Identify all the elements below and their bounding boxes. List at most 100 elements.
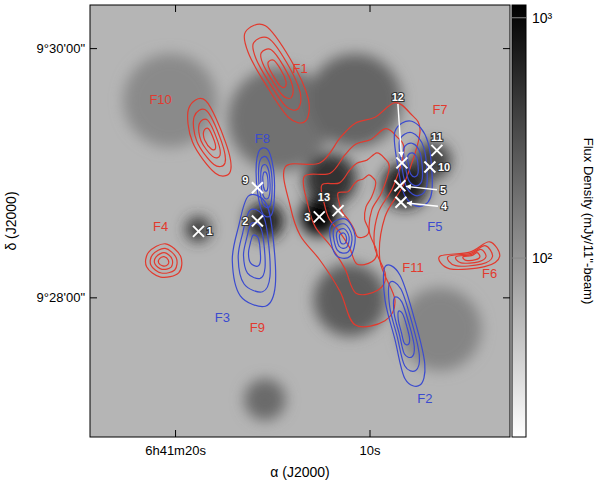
contour-inner — [263, 172, 268, 191]
cross-stroke — [395, 197, 406, 208]
contour — [383, 265, 425, 386]
contour-inner — [150, 248, 177, 273]
contour-inner — [248, 235, 260, 266]
contour-inner — [389, 282, 420, 372]
feature-label: F1 — [293, 61, 308, 76]
cross-stroke — [252, 216, 263, 227]
contour-inner — [303, 129, 404, 295]
colorbar-tick-label: 10³ — [532, 10, 553, 26]
cross-stroke — [395, 197, 406, 208]
cross-stroke — [424, 162, 435, 173]
colorbar — [512, 5, 526, 437]
source-label: 4 — [441, 200, 448, 212]
contour — [439, 242, 500, 270]
feature-label: F8 — [255, 131, 270, 146]
cross-stroke — [394, 180, 405, 191]
feature-label: F9 — [250, 320, 265, 335]
feature-label: F5 — [427, 219, 442, 234]
source-label: 13 — [318, 191, 330, 203]
source-marker — [314, 211, 325, 222]
cross-stroke — [394, 180, 405, 191]
contour-inner — [261, 49, 294, 98]
cross-stroke — [396, 157, 407, 168]
cross-stroke — [431, 145, 442, 156]
x-tick-label: 10s — [360, 443, 381, 458]
source-marker — [395, 197, 406, 208]
contour-inner — [339, 233, 346, 244]
y-tick — [90, 48, 97, 49]
cross-stroke — [396, 157, 407, 168]
source-label: 3 — [304, 211, 310, 223]
colorbar-tick — [512, 17, 526, 18]
y-tick-label: 9°30'00" — [37, 41, 86, 56]
cross-stroke — [252, 182, 263, 193]
feature-label: F4 — [153, 219, 168, 234]
contour-inner — [243, 223, 265, 279]
sources — [193, 145, 442, 237]
contour-inner — [238, 209, 270, 292]
contour-inner — [193, 109, 225, 166]
contour-inner — [408, 153, 419, 177]
feature-label: F2 — [417, 391, 432, 406]
contour — [284, 103, 421, 327]
cross-stroke — [424, 162, 435, 173]
leader-arrow — [398, 152, 404, 157]
source-label: 9 — [242, 174, 248, 186]
contour-inner — [463, 253, 480, 261]
source-label: 10 — [438, 161, 450, 173]
contour-inner — [336, 229, 349, 249]
contour-inner — [154, 253, 172, 270]
x-tick-label: 6h41m20s — [145, 443, 206, 458]
x-tick — [175, 430, 176, 437]
y-tick-label: 9°28'00" — [37, 290, 86, 305]
cross-stroke — [333, 205, 344, 216]
y-tick — [90, 297, 97, 298]
colorbar-title: Flux Density (mJy/11''-beam) — [581, 138, 596, 305]
source-marker — [394, 180, 405, 191]
x-tick — [370, 430, 371, 437]
source-label: 1 — [207, 225, 213, 237]
colorbar-tick-label: 10² — [532, 250, 553, 266]
contour-inner — [203, 128, 215, 150]
contour-inner — [403, 143, 422, 186]
cross-stroke — [431, 145, 442, 156]
x-tick — [370, 5, 371, 12]
contour-inner — [259, 156, 273, 207]
contour-group — [146, 24, 500, 327]
emission-peak — [300, 198, 337, 235]
x-axis-title: α (J2000) — [270, 464, 329, 480]
emission — [123, 54, 481, 421]
contour-inner — [158, 257, 168, 266]
colorbar-tick — [512, 258, 526, 259]
contour-inner — [199, 119, 221, 158]
feature-label: F10 — [149, 92, 171, 107]
source-label: 5 — [440, 184, 446, 196]
leader-arrow — [407, 201, 412, 207]
feature-label: F11 — [402, 260, 423, 275]
contour-inner — [333, 224, 352, 253]
feature-label: F6 — [482, 266, 497, 281]
contour-inner — [456, 249, 487, 263]
contour — [146, 244, 182, 278]
y-tick — [503, 297, 510, 298]
cross-stroke — [193, 226, 204, 237]
cross-stroke — [314, 211, 325, 222]
leader-line — [398, 104, 402, 157]
contour-group — [232, 121, 432, 386]
y-axis-title: δ (J2000) — [3, 191, 19, 250]
contour — [330, 219, 355, 259]
contour-inner — [394, 297, 415, 358]
frame — [90, 5, 510, 437]
contour-inner — [448, 246, 493, 267]
source-marker — [424, 162, 435, 173]
feature-label: F3 — [215, 310, 230, 325]
contour — [232, 194, 275, 306]
contour — [256, 148, 274, 217]
plot-area — [90, 5, 510, 437]
x-tick — [175, 5, 176, 12]
cross-stroke — [314, 211, 325, 222]
contour-inner — [398, 311, 410, 345]
cross-stroke — [193, 226, 204, 237]
emission-peak — [308, 54, 401, 147]
leader-arrow — [406, 184, 411, 190]
